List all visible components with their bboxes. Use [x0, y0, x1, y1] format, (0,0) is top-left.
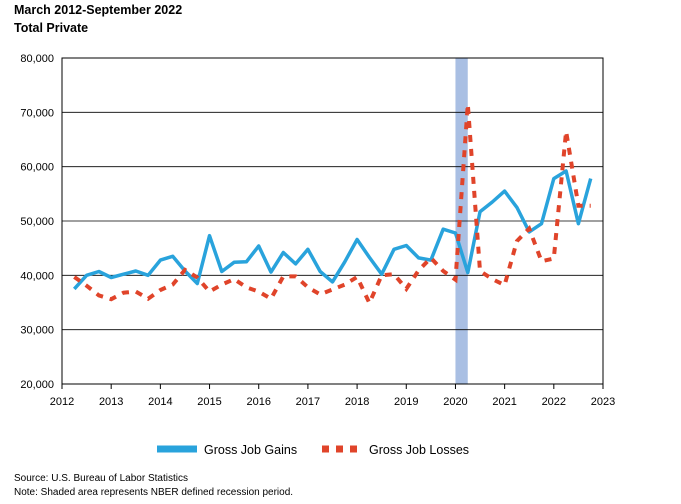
legend-label-gains: Gross Job Gains [204, 443, 297, 457]
y-tick-label: 40,000 [20, 270, 54, 282]
chart-subtitle: Total Private [14, 21, 89, 35]
y-tick-label: 80,000 [20, 53, 54, 65]
series-gross-job-losses [73, 104, 591, 308]
y-tick-label: 60,000 [20, 162, 54, 174]
x-tick-label: 2019 [394, 396, 418, 408]
x-tick-label: 2022 [542, 396, 566, 408]
y-tick-label: 30,000 [20, 325, 54, 337]
chart-title: March 2012-September 2022 [14, 3, 183, 17]
y-tick-label: 20,000 [20, 379, 54, 391]
x-tick-label: 2017 [296, 396, 320, 408]
source-note: Source: U.S. Bureau of Labor Statistics [14, 473, 188, 484]
plot-frame [61, 57, 604, 385]
x-tick-label: 2015 [197, 396, 221, 408]
y-tick-label: 50,000 [20, 216, 54, 228]
x-tick-label: 2018 [345, 396, 369, 408]
legend-label-losses: Gross Job Losses [369, 443, 469, 457]
recession-note: Note: Shaded area represents NBER define… [14, 487, 294, 498]
series-gross-job-gains [73, 169, 593, 291]
x-tick-label: 2014 [148, 396, 172, 408]
x-tick-label: 2021 [492, 396, 516, 408]
x-tick-label: 2012 [50, 396, 74, 408]
x-tick-label: 2023 [591, 396, 615, 408]
x-tick-label: 2020 [443, 396, 467, 408]
x-tick-label: 2013 [99, 396, 123, 408]
y-tick-label: 70,000 [20, 107, 54, 119]
x-tick-label: 2016 [246, 396, 270, 408]
